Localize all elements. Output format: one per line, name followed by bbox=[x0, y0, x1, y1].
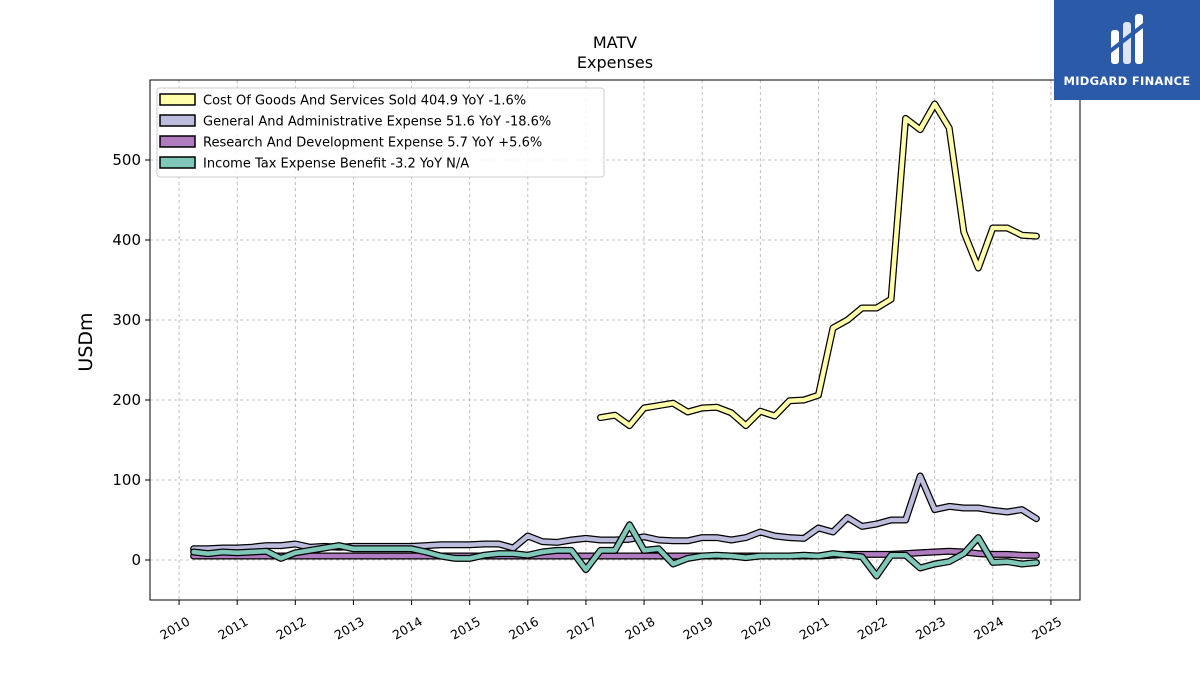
y-tick-label: 500 bbox=[112, 151, 141, 169]
legend-label: Cost Of Goods And Services Sold 404.9 Yo… bbox=[203, 94, 526, 109]
series-line-income-tax-expense-benefit bbox=[191, 522, 1039, 579]
y-tick-label: 100 bbox=[112, 471, 141, 489]
y-tick-label: 200 bbox=[112, 391, 141, 409]
x-tick-label: 2020 bbox=[739, 614, 774, 643]
x-tick-label: 2015 bbox=[448, 614, 483, 643]
legend-swatch bbox=[159, 135, 196, 148]
x-tick-label: 2014 bbox=[390, 614, 425, 643]
x-tick-label: 2023 bbox=[913, 614, 948, 643]
legend-label: Income Tax Expense Benefit -3.2 YoY N/A bbox=[203, 157, 469, 172]
x-tick-label: 2012 bbox=[274, 614, 309, 643]
x-tick-label: 2024 bbox=[971, 614, 1006, 643]
legend-label: General And Administrative Expense 51.6 … bbox=[203, 115, 551, 130]
midgard-logo-icon bbox=[1107, 14, 1147, 64]
series-line-general-and-administrative-expense bbox=[191, 473, 1039, 552]
x-tick-label: 2025 bbox=[1029, 614, 1064, 643]
x-tick-label: 2013 bbox=[332, 614, 367, 643]
brand-logo: MIDGARD FINANCE bbox=[1054, 0, 1200, 100]
series-lines bbox=[190, 100, 1040, 580]
x-tick-label: 2016 bbox=[506, 614, 541, 643]
plot-area bbox=[149, 79, 1081, 601]
y-tick-label: 400 bbox=[112, 231, 141, 249]
brand-name: MIDGARD FINANCE bbox=[1063, 74, 1191, 88]
x-tick-label: 2021 bbox=[797, 614, 832, 643]
x-tick-label: 2011 bbox=[215, 614, 250, 643]
legend-box bbox=[156, 87, 605, 178]
chart-subtitle: Expenses bbox=[577, 53, 653, 72]
legend-swatch bbox=[159, 93, 196, 106]
x-tick-label: 2017 bbox=[564, 614, 599, 643]
series-line-cost-of-goods-and-services-sold bbox=[598, 101, 1039, 428]
y-tick-label: 0 bbox=[131, 551, 141, 569]
legend-swatch bbox=[159, 114, 196, 127]
chart-title: MATV bbox=[593, 33, 637, 52]
legend: Cost Of Goods And Services Sold 404.9 Yo… bbox=[156, 87, 605, 178]
x-tick-label: 2018 bbox=[622, 614, 657, 643]
x-tick-label: 2022 bbox=[855, 614, 890, 643]
legend-label: Research And Development Expense 5.7 YoY… bbox=[203, 136, 542, 151]
y-tick-label: 300 bbox=[112, 311, 141, 329]
x-tick-label: 2010 bbox=[157, 614, 192, 643]
legend-swatch bbox=[159, 156, 196, 169]
x-tick-label: 2019 bbox=[680, 614, 715, 643]
y-axis-label: USDm bbox=[75, 312, 97, 371]
